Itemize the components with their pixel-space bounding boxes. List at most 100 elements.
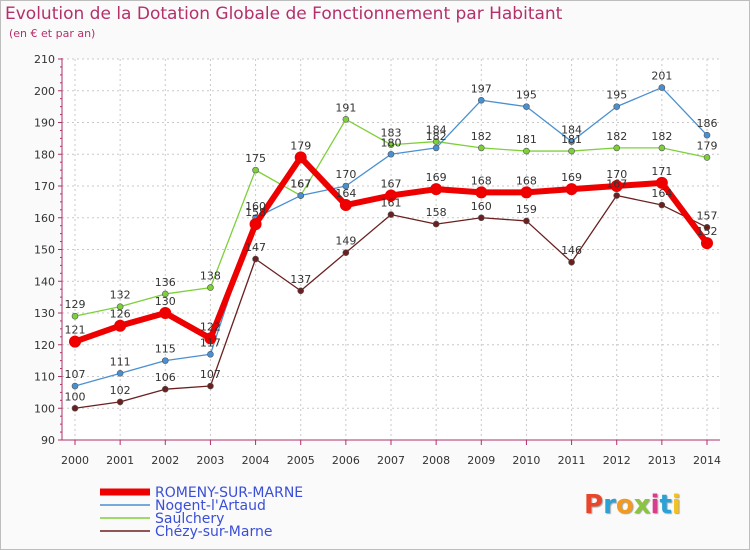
- data-point: [658, 144, 666, 152]
- y-tick-label: 110: [34, 371, 55, 384]
- data-label: 147: [245, 241, 266, 254]
- data-point: [114, 319, 127, 332]
- logo-letter: i: [650, 490, 660, 520]
- data-label: 171: [651, 165, 672, 178]
- data-point: [161, 357, 169, 364]
- data-point: [703, 154, 711, 161]
- data-label: 170: [606, 168, 627, 181]
- data-label: 179: [290, 139, 311, 152]
- data-point: [294, 151, 307, 164]
- data-point: [568, 258, 575, 266]
- y-tick-label: 140: [34, 275, 55, 288]
- data-point: [342, 116, 350, 123]
- data-label: 168: [516, 174, 537, 187]
- logo-letter: P: [584, 490, 604, 520]
- data-point: [475, 186, 488, 199]
- data-point: [207, 284, 214, 291]
- data-label: 158: [426, 206, 447, 219]
- data-label: 179: [697, 139, 718, 152]
- x-tick-label: 2005: [287, 454, 315, 467]
- data-label: 167: [381, 178, 402, 191]
- data-point: [387, 150, 395, 158]
- data-label: 182: [606, 130, 627, 143]
- data-point: [387, 141, 395, 149]
- data-point: [249, 218, 262, 231]
- data-label: 157: [697, 209, 718, 222]
- x-tick-label: 2000: [61, 454, 89, 467]
- data-label: 184: [426, 124, 447, 137]
- proxiti-logo: Proxiti: [584, 490, 681, 520]
- data-point: [477, 144, 485, 152]
- data-point: [568, 147, 575, 155]
- x-tick-label: 2001: [106, 454, 134, 467]
- y-tick-label: 150: [34, 244, 55, 257]
- data-label: 130: [155, 295, 176, 308]
- data-point: [565, 183, 578, 196]
- data-label: 132: [110, 289, 131, 302]
- data-label: 182: [426, 130, 447, 143]
- data-point: [520, 186, 533, 199]
- y-tick-label: 100: [34, 402, 55, 415]
- x-tick-label: 2012: [603, 454, 631, 467]
- data-point: [297, 192, 305, 199]
- data-label: 168: [471, 174, 492, 187]
- data-point: [207, 382, 214, 390]
- data-label: 181: [516, 133, 537, 146]
- data-label: 186: [697, 117, 718, 130]
- data-point: [116, 370, 124, 377]
- x-tick-label: 2006: [332, 454, 360, 467]
- data-point: [69, 335, 81, 348]
- data-label: 136: [155, 276, 176, 289]
- data-label: 167: [606, 178, 627, 191]
- legend-label: ROMENY-SUR-MARNE: [155, 485, 303, 501]
- data-point: [71, 382, 79, 390]
- y-tick-label: 90: [41, 434, 55, 447]
- data-point: [387, 211, 395, 218]
- y-tick-label: 190: [34, 117, 55, 130]
- data-label: 175: [245, 152, 266, 165]
- chart-subtitle: (en € et par an): [9, 27, 96, 40]
- data-label: 126: [110, 308, 131, 321]
- data-label: 121: [65, 324, 86, 337]
- data-label: 152: [697, 225, 718, 238]
- data-label: 149: [335, 235, 356, 248]
- data-label: 158: [245, 206, 266, 219]
- data-point: [523, 147, 530, 155]
- legend-label: Saulchery: [155, 511, 224, 527]
- data-label: 164: [335, 187, 356, 200]
- x-tick-label: 2008: [422, 454, 450, 467]
- data-label: 169: [561, 171, 582, 184]
- data-label: 146: [561, 244, 582, 257]
- data-point: [252, 166, 259, 174]
- data-label: 197: [471, 82, 492, 95]
- data-point: [432, 138, 440, 145]
- x-tick-label: 2011: [558, 454, 586, 467]
- logo-letter: r: [603, 490, 616, 520]
- data-label: 129: [65, 298, 86, 311]
- data-label: 160: [245, 200, 266, 213]
- data-label: 195: [606, 89, 627, 102]
- data-point: [159, 307, 172, 319]
- x-tick-label: 2007: [377, 454, 405, 467]
- data-label: 167: [290, 178, 311, 191]
- data-point: [703, 131, 711, 139]
- y-tick-label: 130: [34, 307, 55, 320]
- data-point: [432, 220, 440, 228]
- data-label: 170: [335, 168, 356, 181]
- data-point: [610, 180, 623, 192]
- data-label: 183: [381, 127, 402, 140]
- data-label: 180: [381, 136, 402, 149]
- data-point: [342, 249, 350, 256]
- data-point: [297, 287, 305, 295]
- data-point: [339, 199, 352, 212]
- data-label: 164: [651, 187, 672, 200]
- data-label: 137: [290, 273, 311, 286]
- x-tick-label: 2013: [648, 454, 676, 467]
- y-tick-label: 120: [34, 339, 55, 352]
- data-point: [658, 84, 666, 91]
- x-tick-label: 2009: [467, 454, 495, 467]
- y-tick-label: 170: [34, 180, 55, 193]
- data-label: 182: [651, 130, 672, 143]
- data-label: 184: [561, 124, 582, 137]
